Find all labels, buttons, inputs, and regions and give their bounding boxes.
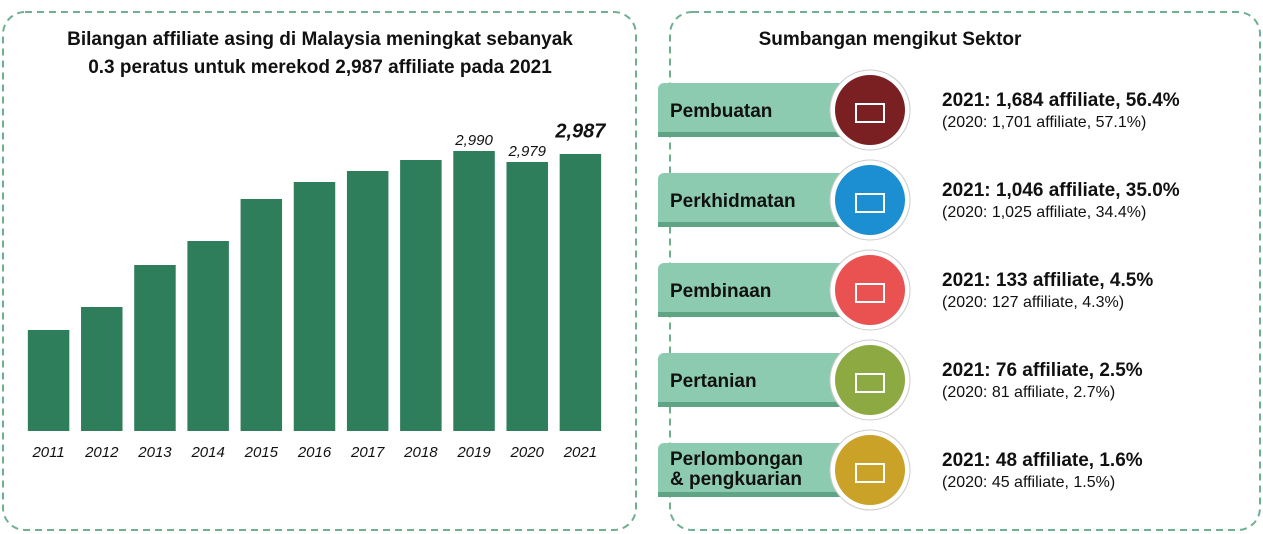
chart-title: 0.3 peratus untuk merekod 2,987 affiliat…	[88, 57, 552, 78]
sector-name: Perlombongan	[670, 449, 803, 470]
sector-icon-glyph	[855, 283, 885, 303]
bar	[400, 160, 442, 431]
sector-line1: 2021: 133 affiliate, 4.5%	[942, 270, 1153, 291]
sector-name: Pertanian	[670, 371, 757, 392]
sector-icon-glyph	[855, 193, 885, 213]
bar	[240, 199, 283, 431]
sector-line2: (2020: 127 affiliate, 4.3%)	[942, 294, 1124, 311]
sector-label-box	[658, 263, 858, 317]
x-tick-label: 2015	[244, 444, 279, 461]
sector-icon	[835, 435, 905, 505]
sector-line1: 2021: 1,046 affiliate, 35.0%	[942, 180, 1180, 201]
x-tick-label: 2021	[563, 444, 597, 461]
sector-label-box	[658, 173, 858, 227]
sector-icon	[835, 345, 905, 415]
sector-line2: (2020: 1,025 affiliate, 34.4%)	[942, 204, 1146, 221]
sector-icon	[835, 165, 905, 235]
bar	[559, 154, 602, 431]
bar	[506, 162, 548, 431]
sector-icon	[835, 255, 905, 325]
sector-name: Pembinaan	[670, 281, 771, 302]
sector-line2: (2020: 81 affiliate, 2.7%)	[942, 384, 1115, 401]
x-tick-label: 2013	[137, 444, 172, 461]
sector-line2: (2020: 45 affiliate, 1.5%)	[942, 474, 1115, 491]
x-tick-label: 2016	[297, 444, 332, 461]
sector-label-box	[658, 83, 858, 137]
x-tick-label: 2017	[350, 444, 385, 461]
x-tick-label: 2012	[84, 444, 119, 461]
sector-line2: (2020: 1,701 affiliate, 57.1%)	[942, 114, 1146, 131]
value-label: 2,979	[507, 143, 546, 160]
bar	[187, 241, 229, 431]
bar	[453, 151, 495, 431]
x-tick-label: 2011	[31, 444, 64, 461]
bar	[134, 265, 176, 431]
x-tick-label: 2020	[510, 444, 545, 461]
sector-line1: 2021: 48 affiliate, 1.6%	[942, 450, 1143, 471]
value-label: 2,987	[554, 120, 606, 142]
bar	[293, 182, 336, 431]
sector-label-box	[658, 353, 858, 407]
bar	[346, 171, 389, 431]
sector-line1: 2021: 76 affiliate, 2.5%	[942, 360, 1143, 381]
x-tick-label: 2019	[456, 444, 491, 461]
sector-label-shade	[658, 132, 858, 137]
sector-frame	[669, 11, 1261, 531]
sector-name: Pembuatan	[670, 101, 772, 122]
sector-icon	[835, 75, 905, 145]
sector-icon-glyph	[855, 103, 885, 123]
sector-title: Sumbangan mengikut Sektor	[759, 29, 1022, 50]
value-label: 2,990	[454, 132, 493, 149]
sector-icon-glyph	[855, 373, 885, 393]
sector-name: Perkhidmatan	[670, 191, 796, 212]
sector-name: & pengkuarian	[670, 469, 802, 490]
sector-label-shade	[658, 312, 858, 317]
chart-title: Bilangan affiliate asing di Malaysia men…	[67, 29, 573, 50]
sector-label-shade	[658, 222, 858, 227]
chart-frame	[2, 11, 637, 531]
bar	[81, 307, 123, 431]
x-tick-label: 2014	[190, 444, 224, 461]
sector-label-shade	[658, 402, 858, 407]
sector-label-shade	[658, 492, 858, 497]
x-tick-label: 2018	[403, 444, 438, 461]
sector-line1: 2021: 1,684 affiliate, 56.4%	[942, 90, 1180, 111]
bar	[27, 330, 70, 431]
sector-label-box	[658, 443, 858, 497]
sector-icon-glyph	[855, 463, 885, 483]
